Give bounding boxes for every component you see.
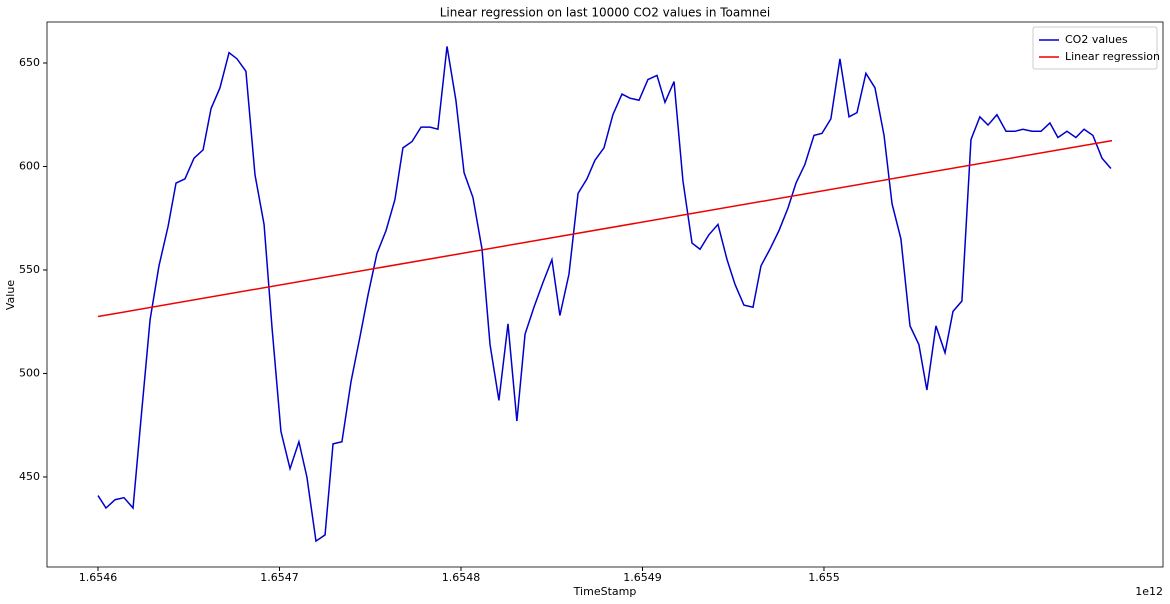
legend-label: CO2 values xyxy=(1065,33,1128,46)
x-axis-label: TimeStamp xyxy=(573,585,637,598)
legend-label: Linear regression xyxy=(1065,50,1160,63)
y-tick-label: 550 xyxy=(19,263,40,276)
series-line xyxy=(97,46,1112,543)
x-tick-label: 1.6549 xyxy=(623,571,662,584)
x-tick-label: 1.6548 xyxy=(442,571,481,584)
x-tick-label: 1.6547 xyxy=(260,571,299,584)
y-tick-label: 450 xyxy=(19,470,40,483)
y-tick-label: 500 xyxy=(19,366,40,379)
y-axis-label: Value xyxy=(4,280,17,310)
x-tick-label: 1.655 xyxy=(808,571,840,584)
x-offset-label: 1e12 xyxy=(1135,585,1163,598)
y-tick-label: 650 xyxy=(19,56,40,69)
chart-title: Linear regression on last 10000 CO2 valu… xyxy=(440,6,771,20)
legend-box xyxy=(1032,26,1158,70)
x-tick-label: 1.6546 xyxy=(79,571,118,584)
y-tick-label: 600 xyxy=(19,159,40,172)
series-line xyxy=(97,139,1113,318)
plot-frame xyxy=(46,21,1164,568)
